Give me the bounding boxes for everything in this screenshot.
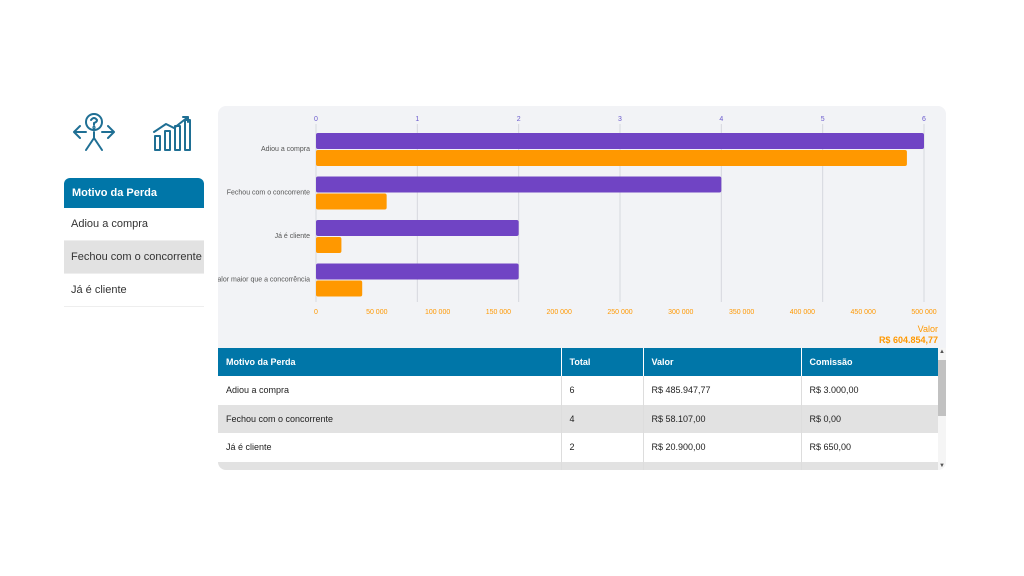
value-bar (316, 280, 363, 297)
loss-reason-card: 0 1 2 3 4 5 6 0 50 000 100 000 150 000 200 000 250 0… (218, 106, 946, 470)
value-bar (316, 237, 342, 253)
bottom-axis-tick-label: 0 (314, 309, 318, 316)
bottom-axis-tick-label: 50 000 (366, 309, 388, 316)
bottom-axis-tick-label: 250 000 (607, 309, 632, 316)
top-axis-tick-label: 3 (618, 116, 622, 123)
table-row[interactable]: Adiou a compra 6 R$ 485.947,77 R$ 3.000,… (218, 376, 938, 405)
legend-total-value: R$ 604.854,77 (878, 335, 938, 345)
value-legend: Valor R$ 604.854,77 (879, 324, 938, 346)
scroll-thumb[interactable] (938, 360, 946, 416)
bottom-axis-tick-label: 150 000 (486, 309, 511, 316)
cell-comissao: R$ 3.000,00 (801, 376, 938, 405)
category-label: Já é cliente (275, 233, 311, 240)
count-bar (316, 133, 924, 149)
cell-motivo: Já é cliente (218, 433, 562, 462)
loss-reason-bar-chart: 0 1 2 3 4 5 6 0 50 000 100 000 150 000 200 000 250 0… (218, 116, 937, 316)
loss-reason-filter: Motivo da Perda Adiou a compra Fechou co… (64, 178, 204, 307)
cell-motivo: Fechou com o concorrente (218, 404, 562, 433)
category-label: Fechou com o concorrente (227, 190, 310, 197)
value-bar (316, 150, 907, 166)
value-bar (316, 193, 387, 210)
top-axis-tick-label: 4 (719, 116, 723, 123)
column-header-total[interactable]: Total (561, 348, 644, 376)
category-label: Adiou a compra (261, 146, 310, 153)
decision-icon (73, 113, 115, 151)
bottom-axis-tick-label: 300 000 (668, 309, 693, 316)
table-row[interactable]: Já é cliente 2 R$ 20.900,00 R$ 650,00 (218, 433, 938, 462)
filter-item-adiou[interactable]: Adiou a compra (64, 208, 204, 241)
top-axis-tick-label: 2 (517, 116, 521, 123)
bottom-axis-tick-label: 450 000 (851, 309, 876, 316)
legend-label: Valor (917, 324, 938, 334)
filter-item-cliente[interactable]: Já é cliente (64, 274, 204, 307)
cell-empty (218, 461, 562, 470)
cell-valor: R$ 485.947,77 (643, 376, 802, 405)
bottom-axis-tick-label: 400 000 (790, 309, 815, 316)
cell-empty (643, 461, 802, 470)
top-axis-tick-label: 6 (922, 116, 926, 123)
cell-empty (561, 461, 644, 470)
filter-header: Motivo da Perda (64, 178, 204, 208)
cell-valor: R$ 58.107,00 (643, 404, 802, 433)
cell-comissao: R$ 650,00 (801, 433, 938, 462)
count-bar (316, 220, 519, 236)
count-bar (316, 176, 722, 193)
bottom-axis-tick-label: 350 000 (729, 309, 754, 316)
cell-total: 2 (561, 433, 644, 462)
table-row[interactable] (218, 461, 938, 470)
top-axis-tick-label: 0 (314, 116, 318, 123)
cell-total: 4 (561, 404, 644, 433)
header-icons (64, 110, 204, 158)
cell-valor: R$ 20.900,00 (643, 433, 802, 462)
bottom-axis-tick-label: 500 000 (911, 309, 936, 316)
cell-comissao: R$ 0,00 (801, 404, 938, 433)
column-header-comissao[interactable]: Comissão (801, 348, 938, 376)
loss-reason-table: Motivo da Perda Total Valor Comissão Adi… (218, 348, 938, 470)
top-axis-tick-label: 5 (821, 116, 825, 123)
column-header-motivo[interactable]: Motivo da Perda (218, 348, 562, 376)
bottom-axis-tick-label: 200 000 (547, 309, 572, 316)
cell-empty (801, 461, 938, 470)
column-header-valor[interactable]: Valor (643, 348, 802, 376)
top-axis-tick-label: 1 (415, 116, 419, 123)
cell-motivo: Adiou a compra (218, 376, 562, 405)
table-scrollbar[interactable]: ▲ ▼ (938, 348, 946, 470)
scroll-up-arrow-icon[interactable]: ▲ (939, 349, 945, 355)
category-label: Valor maior que a concorrência (218, 277, 310, 284)
table-row[interactable]: Fechou com o concorrente 4 R$ 58.107,00 … (218, 404, 938, 433)
filter-item-concorrente[interactable]: Fechou com o concorrente (64, 241, 204, 274)
growth-chart-icon (153, 116, 191, 151)
scroll-down-arrow-icon[interactable]: ▼ (939, 463, 945, 469)
table-header-row: Motivo da Perda Total Valor Comissão (218, 348, 938, 376)
cell-total: 6 (561, 376, 644, 405)
count-bar (316, 263, 519, 280)
bottom-axis-tick-label: 100 000 (425, 309, 450, 316)
